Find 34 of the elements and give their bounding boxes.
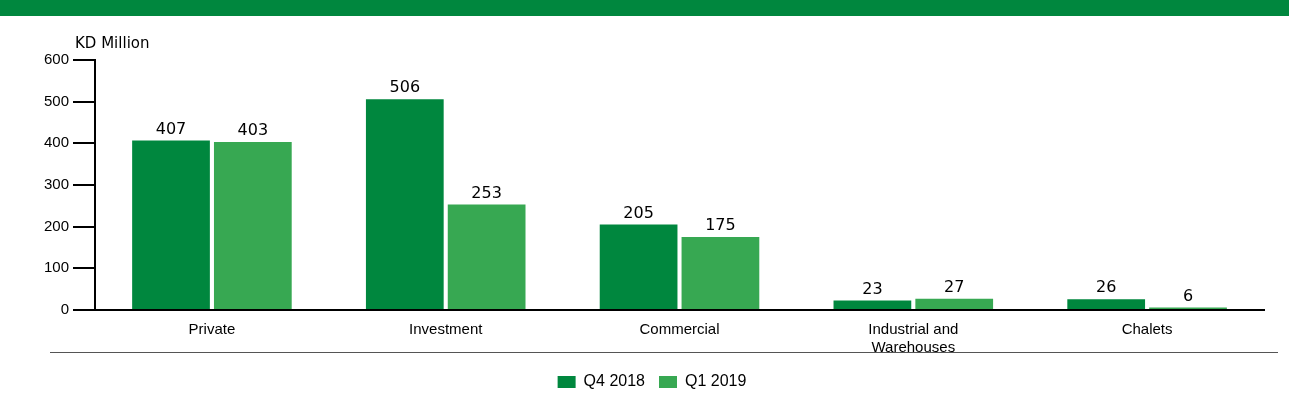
- bar: [599, 224, 678, 309]
- data-label: 253: [471, 182, 502, 202]
- bar: [365, 99, 444, 309]
- data-label: 205: [623, 202, 654, 222]
- y-tick-label: 600: [44, 50, 70, 68]
- x-tick-label: Private: [188, 320, 236, 338]
- data-label: 6: [1182, 285, 1194, 305]
- bar: [447, 204, 526, 309]
- x-tick-label: Commercial: [639, 320, 720, 338]
- legend-label: Q4 2018: [583, 372, 646, 390]
- x-tick-label: Industrial and Warehouses: [868, 320, 959, 356]
- y-tick-label: 500: [44, 91, 70, 109]
- data-label: 175: [705, 215, 736, 235]
- x-tick-label: Investment: [409, 320, 484, 338]
- bar: [681, 237, 760, 309]
- data-label: 506: [389, 77, 421, 97]
- x-tick-label: Chalets: [1121, 320, 1173, 338]
- bar: [833, 300, 912, 309]
- y-tick-label: 200: [44, 216, 70, 234]
- bar: [132, 140, 210, 309]
- bar: [1067, 299, 1146, 309]
- data-label: 23: [862, 278, 883, 298]
- legend-label: Q1 2019: [685, 372, 747, 390]
- y-tick-label: 0: [60, 300, 70, 318]
- y-tick-label: 100: [44, 258, 70, 276]
- data-label: 26: [1096, 277, 1117, 297]
- bar: [213, 142, 292, 309]
- data-label: 27: [944, 276, 965, 296]
- y-tick-label: 400: [44, 133, 70, 151]
- y-tick-label: 300: [44, 175, 70, 193]
- data-label: 403: [237, 120, 269, 140]
- bar: [915, 298, 994, 309]
- y-axis-title: KD Million: [75, 34, 150, 53]
- data-label: 407: [155, 118, 187, 138]
